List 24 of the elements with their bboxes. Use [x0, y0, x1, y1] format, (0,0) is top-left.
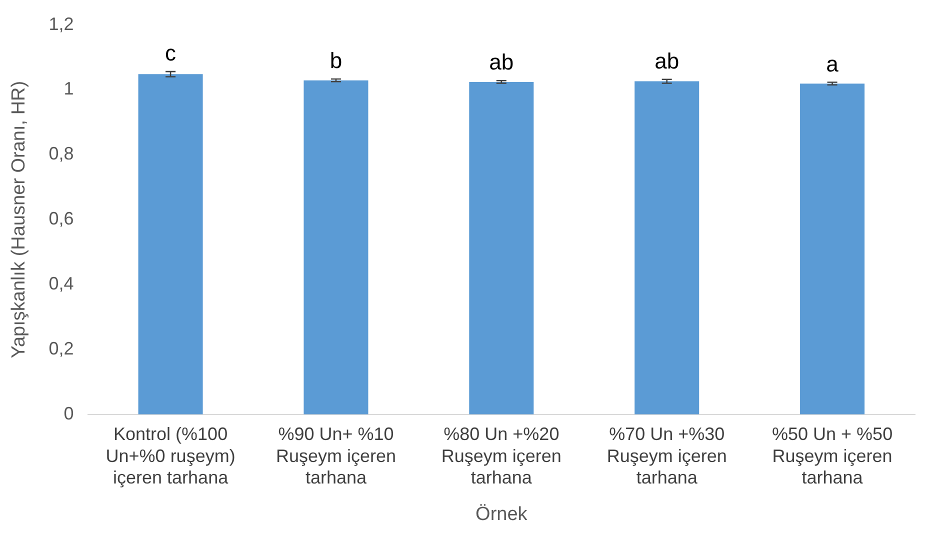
bar [469, 82, 534, 414]
y-axis-title: Yapışkanlık (Hausner Oranı, HR) [8, 80, 30, 358]
bar [800, 84, 865, 414]
bar [304, 80, 368, 414]
annotation: a [826, 51, 840, 76]
x-tick-label: %90 Un+ %10 Ruşeym içeren tarhana [276, 424, 396, 488]
x-tick-label: %70 Un +%30 Ruşeym içeren tarhana [606, 424, 727, 488]
bar [138, 74, 203, 414]
annotation: b [330, 48, 342, 74]
bar [634, 81, 700, 414]
x-axis-title: Örnek [476, 504, 528, 525]
y-tick-label: 0,6 [48, 208, 74, 229]
y-tick-label: 0,4 [48, 274, 74, 294]
x-tick-label: Kontrol (%100 Un+%0 ruşeym) içeren tarhana [106, 424, 236, 488]
x-tick-label: %80 Un +%20 Ruşeym içeren tarhana [441, 424, 562, 488]
y-tick-label: 0,2 [48, 338, 74, 358]
annotation: c [165, 40, 176, 66]
y-tick-label: 1,2 [48, 14, 74, 34]
y-tick-label: 0,8 [48, 144, 74, 164]
annotation: ab [654, 48, 680, 74]
annotation: ab [489, 50, 514, 75]
x-tick-label: %50 Un + %50 Ruşeym içeren tarhana [772, 424, 893, 488]
y-tick-label: 0 [64, 403, 74, 424]
y-tick-label: 1 [64, 78, 74, 99]
